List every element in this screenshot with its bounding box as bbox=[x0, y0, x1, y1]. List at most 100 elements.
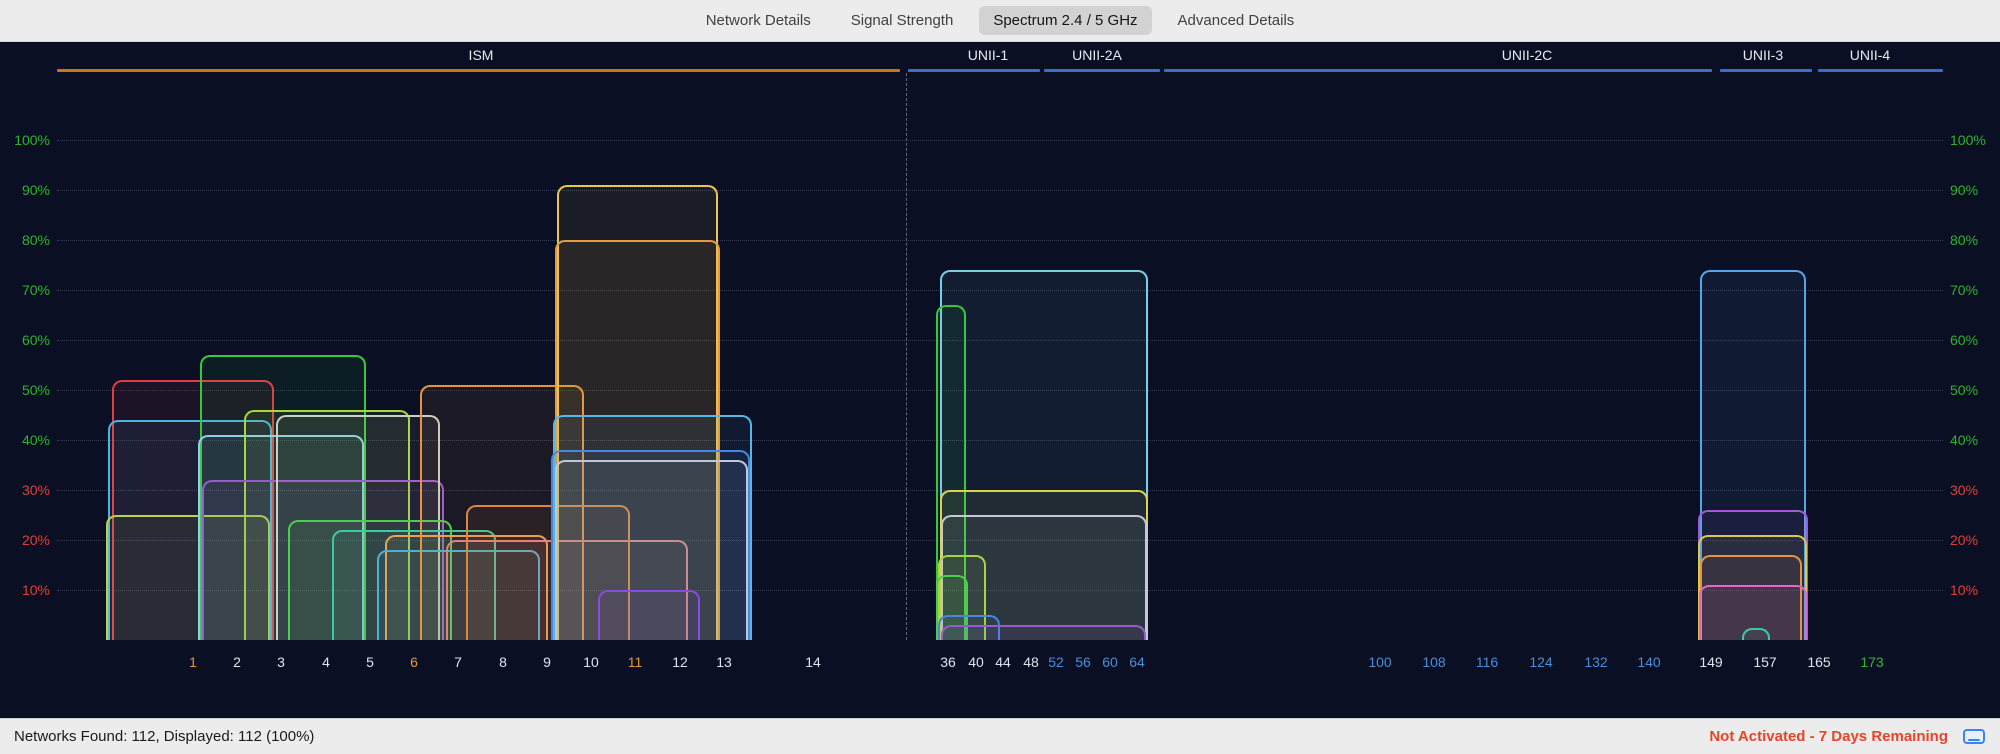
activation-status: Not Activated - 7 Days Remaining bbox=[1709, 728, 1948, 745]
y-axis-label-left: 30% bbox=[21, 482, 50, 498]
band-underline-unii-1 bbox=[908, 69, 1040, 72]
channel-label-9: 9 bbox=[543, 654, 551, 670]
channel-label-165: 165 bbox=[1807, 654, 1831, 670]
network-shape[interactable] bbox=[288, 520, 452, 640]
y-axis-label-left: 10% bbox=[21, 582, 50, 598]
channel-label-64: 64 bbox=[1129, 654, 1145, 670]
y-axis-label-left: 80% bbox=[21, 232, 50, 248]
channel-label-6: 6 bbox=[410, 654, 418, 670]
tab-network-details[interactable]: Network Details bbox=[705, 12, 811, 29]
channel-label-116: 116 bbox=[1475, 654, 1499, 670]
network-shape[interactable] bbox=[555, 460, 748, 640]
network-shape[interactable] bbox=[551, 450, 750, 640]
network-shape[interactable] bbox=[276, 415, 440, 640]
channel-label-56: 56 bbox=[1075, 654, 1091, 670]
channel-label-108: 108 bbox=[1422, 654, 1446, 670]
band-underline-unii-2c bbox=[1164, 69, 1712, 72]
channel-label-173: 173 bbox=[1860, 654, 1884, 670]
y-axis-label-right: 90% bbox=[1950, 182, 1979, 198]
networks-found-summary: Networks Found: 112, Displayed: 112 (100… bbox=[14, 728, 315, 745]
status-bar: Networks Found: 112, Displayed: 112 (100… bbox=[0, 718, 2000, 754]
channel-label-157: 157 bbox=[1753, 654, 1777, 670]
channel-label-4: 4 bbox=[322, 654, 330, 670]
band-label-unii-2c: UNII-2C bbox=[1501, 47, 1553, 63]
y-axis-label-right: 20% bbox=[1950, 532, 1979, 548]
y-axis-label-left: 50% bbox=[21, 382, 50, 398]
network-shape[interactable] bbox=[1699, 585, 1807, 640]
y-axis-label-left: 100% bbox=[14, 132, 50, 148]
gridline-10 bbox=[57, 590, 1943, 591]
y-axis-label-left: 40% bbox=[21, 432, 50, 448]
band-label-unii-4: UNII-4 bbox=[1849, 47, 1891, 63]
network-shape[interactable] bbox=[1698, 535, 1807, 640]
channel-label-149: 149 bbox=[1699, 654, 1723, 670]
network-shape[interactable] bbox=[200, 355, 366, 640]
channel-label-11: 11 bbox=[627, 654, 643, 670]
band-underline-ism bbox=[57, 69, 900, 72]
gridline-70 bbox=[57, 290, 1943, 291]
network-shape[interactable] bbox=[112, 380, 274, 640]
band-underline-unii-4 bbox=[1818, 69, 1943, 72]
channel-label-132: 132 bbox=[1584, 654, 1608, 670]
band-label-unii-3: UNII-3 bbox=[1742, 47, 1784, 63]
network-shape[interactable] bbox=[244, 410, 410, 640]
tab-advanced-details[interactable]: Advanced Details bbox=[1177, 12, 1295, 29]
gridline-80 bbox=[57, 240, 1943, 241]
network-shape[interactable] bbox=[1698, 510, 1808, 640]
channel-label-3: 3 bbox=[277, 654, 285, 670]
channel-label-2: 2 bbox=[233, 654, 241, 670]
network-shape[interactable] bbox=[1700, 555, 1802, 640]
channel-label-100: 100 bbox=[1368, 654, 1392, 670]
y-axis-label-right: 70% bbox=[1950, 282, 1979, 298]
channel-label-1: 1 bbox=[189, 654, 197, 670]
channel-label-7: 7 bbox=[454, 654, 462, 670]
channel-label-13: 13 bbox=[716, 654, 732, 670]
network-shape[interactable] bbox=[555, 240, 720, 640]
y-axis-label-right: 100% bbox=[1950, 132, 1986, 148]
band-label-unii-1: UNII-1 bbox=[967, 47, 1009, 63]
y-axis-label-right: 10% bbox=[1950, 582, 1979, 598]
y-axis-label-left: 60% bbox=[21, 332, 50, 348]
network-shape[interactable] bbox=[941, 625, 1146, 640]
channel-label-8: 8 bbox=[499, 654, 507, 670]
network-shape[interactable] bbox=[557, 185, 718, 640]
network-shape[interactable] bbox=[598, 590, 700, 640]
channel-label-140: 140 bbox=[1637, 654, 1661, 670]
network-shape[interactable] bbox=[106, 515, 270, 640]
tab-spectrum[interactable]: Spectrum 2.4 / 5 GHz bbox=[979, 6, 1152, 35]
band-label-ism: ISM bbox=[468, 47, 494, 63]
channel-label-40: 40 bbox=[968, 654, 984, 670]
gridline-40 bbox=[57, 440, 1943, 441]
band-underline-unii-2a bbox=[1044, 69, 1160, 72]
network-shape[interactable] bbox=[202, 480, 444, 640]
view-tabbar: Network Details Signal Strength Spectrum… bbox=[0, 0, 2000, 42]
gridline-100 bbox=[57, 140, 1943, 141]
channel-label-12: 12 bbox=[672, 654, 688, 670]
y-axis-label-left: 90% bbox=[21, 182, 50, 198]
y-axis-label-right: 30% bbox=[1950, 482, 1979, 498]
spectrum-chart: ISM UNII-1 UNII-2A UNII-2C UNII-3 UNII-4 100% 1… bbox=[0, 42, 2000, 718]
network-shape[interactable] bbox=[377, 550, 540, 640]
network-shape[interactable] bbox=[1742, 627, 1770, 640]
band-separator-line bbox=[906, 73, 907, 640]
channel-label-14: 14 bbox=[805, 654, 821, 670]
channel-label-5: 5 bbox=[366, 654, 374, 670]
y-axis-label-right: 80% bbox=[1950, 232, 1979, 248]
gridline-50 bbox=[57, 390, 1943, 391]
network-shape[interactable] bbox=[466, 505, 630, 640]
channel-label-52: 52 bbox=[1048, 654, 1064, 670]
network-shape[interactable] bbox=[332, 530, 496, 640]
network-shape[interactable] bbox=[1700, 270, 1806, 640]
channel-label-48: 48 bbox=[1023, 654, 1039, 670]
display-icon[interactable] bbox=[1962, 728, 1986, 746]
gridline-20 bbox=[57, 540, 1943, 541]
gridline-60 bbox=[57, 340, 1943, 341]
network-shape[interactable] bbox=[553, 415, 752, 640]
tab-signal-strength[interactable]: Signal Strength bbox=[850, 12, 954, 29]
channel-label-124: 124 bbox=[1529, 654, 1553, 670]
channel-label-60: 60 bbox=[1102, 654, 1118, 670]
channel-label-36: 36 bbox=[940, 654, 956, 670]
network-shape[interactable] bbox=[940, 270, 1148, 640]
y-axis-label-right: 40% bbox=[1950, 432, 1979, 448]
band-label-unii-2a: UNII-2A bbox=[1072, 47, 1122, 63]
